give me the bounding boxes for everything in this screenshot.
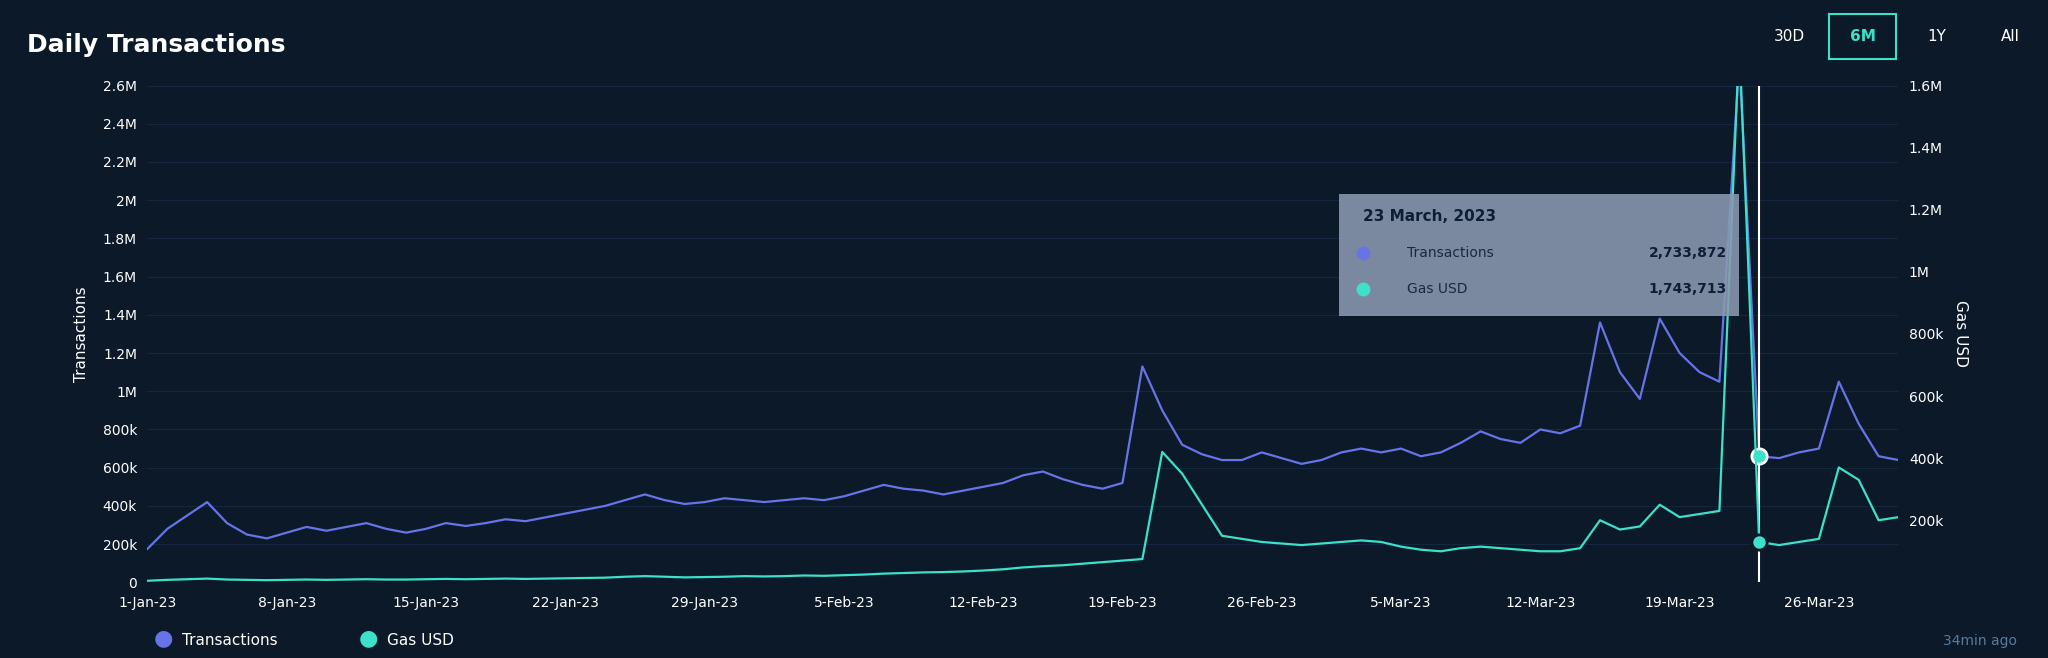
Text: Gas USD: Gas USD (387, 633, 455, 648)
Text: ●: ● (358, 628, 377, 648)
Y-axis label: Gas USD: Gas USD (1954, 301, 1968, 367)
Text: 23 March, 2023: 23 March, 2023 (1364, 209, 1497, 224)
Text: Gas USD: Gas USD (1407, 282, 1468, 296)
Text: Transactions: Transactions (182, 633, 279, 648)
Text: 34min ago: 34min ago (1944, 634, 2017, 648)
Text: Daily Transactions: Daily Transactions (27, 33, 285, 57)
Text: Transactions: Transactions (1407, 245, 1493, 259)
Text: ●: ● (154, 628, 172, 648)
Text: 1,743,713: 1,743,713 (1649, 282, 1726, 296)
Y-axis label: Transactions: Transactions (74, 286, 88, 382)
Text: 30D: 30D (1774, 30, 1804, 44)
Text: 2,733,872: 2,733,872 (1649, 245, 1726, 259)
Text: 6M: 6M (1849, 30, 1876, 44)
Text: 1Y: 1Y (1927, 30, 1946, 44)
Text: All: All (2001, 30, 2019, 44)
